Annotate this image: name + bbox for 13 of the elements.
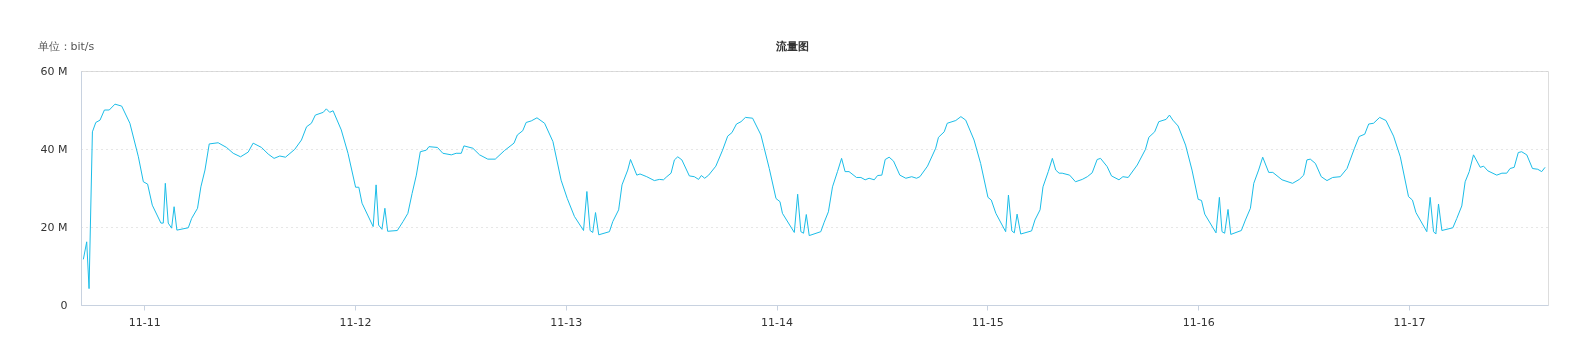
x-tick-label: 11-17 — [1393, 315, 1426, 329]
x-tick-label: 11-13 — [550, 315, 583, 329]
x-tick-label: 11-14 — [761, 315, 794, 329]
y-tick-label: 0 — [60, 298, 68, 312]
y-tick-label: 20 M — [40, 220, 68, 234]
x-tick-label: 11-11 — [128, 315, 161, 329]
y-tick-label: 40 M — [40, 142, 68, 156]
x-tick-label: 11-12 — [339, 315, 372, 329]
x-tick-label: 11-15 — [971, 315, 1004, 329]
chart-title: 流量图 — [775, 40, 809, 53]
x-tick-label: 11-16 — [1182, 315, 1215, 329]
y-axis-title: 单位：bit/s — [37, 39, 95, 53]
y-tick-label: 60 M — [40, 64, 68, 78]
